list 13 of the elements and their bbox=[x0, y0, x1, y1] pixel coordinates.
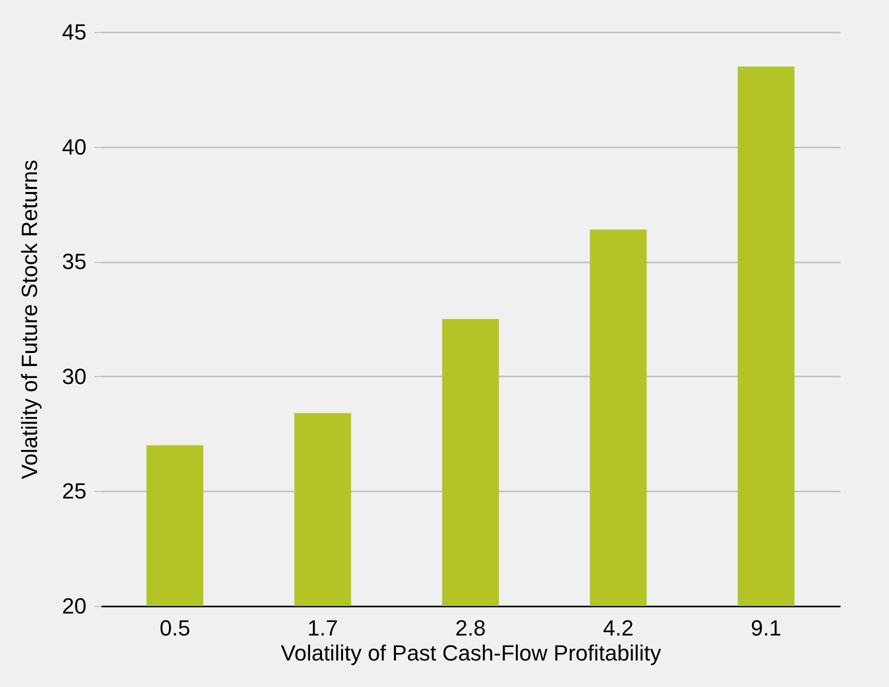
x-tick-label: 1.7 bbox=[307, 616, 338, 640]
y-tick-label: 35 bbox=[62, 249, 86, 274]
x-tick-label: 4.2 bbox=[603, 616, 634, 640]
x-tick-label: 9.1 bbox=[750, 616, 782, 640]
x-tick-label: 2.8 bbox=[455, 616, 486, 640]
y-tick-label: 40 bbox=[62, 134, 86, 160]
y-tick-label: 25 bbox=[62, 478, 86, 504]
y-tick-label: 45 bbox=[62, 20, 86, 44]
y-tick-label: 30 bbox=[62, 364, 86, 389]
y-axis-title: Volatility of Future Stock Returns bbox=[17, 160, 42, 480]
x-axis-title: Volatility of Past Cash-Flow Profitability bbox=[280, 640, 662, 666]
x-tick-label: 0.5 bbox=[160, 616, 190, 640]
y-tick-label: 20 bbox=[62, 594, 86, 618]
